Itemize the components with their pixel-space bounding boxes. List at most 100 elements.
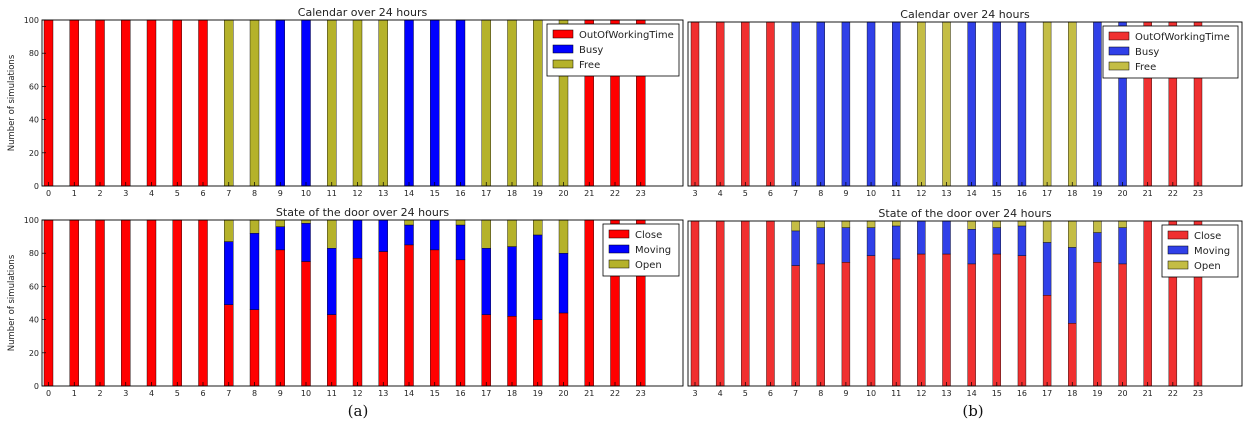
bar-busy-7 (791, 21, 800, 187)
bar-open-16 (455, 219, 466, 226)
bar-outofworkingtime-4 (146, 19, 157, 187)
chart-door-state-b: State of the door over 24 hours 3 4 5 6 7 8 9 10… (687, 207, 1243, 398)
x-tick-label: 9 (843, 189, 848, 198)
bar-close-18 (1068, 323, 1077, 387)
plot-frame (41, 219, 684, 387)
bar-free-17 (1042, 21, 1052, 187)
bar-moving-10 (301, 223, 311, 262)
bar-open-11 (892, 220, 901, 227)
bar-close-19 (1093, 262, 1102, 387)
x-tick-label: 2 (97, 189, 102, 198)
bar-outofworkingtime-3 (690, 21, 700, 187)
x-tick-label: 12 (916, 389, 926, 398)
x-tick-label: 22 (1168, 389, 1178, 398)
x-tick-label: 10 (866, 389, 876, 398)
bar-open-18 (507, 219, 517, 247)
x-tick-label: 23 (1193, 389, 1203, 398)
x-tick-label: 10 (301, 189, 311, 198)
y-tick-label: 40 (29, 316, 39, 325)
bar-moving-8 (816, 227, 825, 265)
x-tick-label: 3 (692, 189, 697, 198)
bar-close-7 (224, 304, 234, 387)
x-tick-label: 11 (327, 189, 337, 198)
x-tick-label: 20 (1117, 189, 1127, 198)
legend-swatch-outofworkingtime (1108, 31, 1130, 41)
x-tick-label: 15 (992, 389, 1002, 398)
x-tick-label: 14 (404, 189, 414, 198)
chart-title: State of the door over 24 hours (276, 206, 449, 219)
bar-moving-15 (430, 219, 440, 251)
x-tick-label: 9 (278, 389, 283, 398)
bar-moving-17 (481, 248, 491, 315)
x-tick-label: 20 (1117, 389, 1127, 398)
bar-close-11 (327, 314, 337, 387)
y-tick-label: 20 (29, 349, 39, 358)
bar-open-11 (327, 219, 337, 249)
x-tick-label: 5 (743, 189, 748, 198)
legend-swatch-open (608, 259, 630, 269)
bar-close-3 (121, 219, 131, 387)
bar-moving-19 (533, 234, 543, 320)
x-tick-label: 12 (352, 189, 362, 198)
y-tick-label: 0 (34, 382, 39, 391)
bar-outofworkingtime-5 (741, 21, 750, 187)
x-tick-label: 9 (278, 189, 283, 198)
legend-label-close: Close (635, 230, 662, 241)
y-tick-label: 100 (24, 16, 39, 25)
x-tick-label: 18 (507, 189, 517, 198)
bar-moving-11 (327, 248, 337, 315)
bar-outofworkingtime-0 (43, 19, 54, 187)
bar-close-12 (352, 257, 363, 387)
bar-moving-17 (1042, 242, 1052, 296)
bar-outofworkingtime-3 (121, 19, 131, 187)
x-tick-label: 8 (252, 189, 257, 198)
bar-close-7 (791, 265, 800, 387)
bar-close-17 (481, 314, 491, 387)
legend-label-moving: Moving (1194, 246, 1230, 257)
bar-close-16 (1017, 255, 1027, 387)
bar-free-11 (327, 19, 337, 187)
x-tick-label: 7 (226, 389, 231, 398)
y-tick-label: 100 (24, 216, 39, 225)
x-tick-label: 16 (1017, 389, 1027, 398)
bar-close-17 (1042, 295, 1052, 387)
legend-label-outofworkingtime: OutOfWorkingTime (1135, 32, 1230, 43)
bar-free-12 (917, 21, 926, 187)
x-tick-label: 18 (507, 389, 517, 398)
x-tick-label: 4 (718, 189, 723, 198)
legend-label-free: Free (579, 60, 600, 71)
bar-close-13 (942, 253, 951, 387)
x-tick-label: 1 (72, 189, 77, 198)
y-axis-label: Number of simulations (7, 254, 17, 351)
bar-busy-15 (992, 21, 1001, 187)
x-tick-label: 23 (1193, 189, 1203, 198)
bar-busy-10 (866, 21, 876, 187)
y-tick-label: 40 (29, 116, 39, 125)
bar-busy-8 (816, 21, 825, 187)
x-tick-label: 6 (200, 189, 205, 198)
x-tick-label: 4 (149, 189, 154, 198)
legend-label-busy: Busy (1135, 47, 1159, 58)
bar-open-7 (791, 220, 800, 232)
x-tick-label: 21 (584, 189, 594, 198)
legend: Close Moving Open (1161, 224, 1239, 278)
bar-open-19 (533, 219, 543, 236)
x-tick-label: 7 (226, 189, 231, 198)
bar-open-8 (816, 220, 825, 228)
legend-label-outofworkingtime: OutOfWorkingTime (579, 30, 674, 41)
bar-close-12 (917, 253, 926, 387)
x-tick-label: 8 (252, 389, 257, 398)
chart-calendar-b: Calendar over 24 hours 3 4 5 6 7 8 9 10 11 12 13 14 1… (687, 8, 1243, 198)
legend-label-moving: Moving (635, 245, 671, 256)
legend-swatch-busy (552, 44, 574, 54)
bar-moving-12 (917, 220, 926, 255)
x-tick-label: 21 (1143, 189, 1153, 198)
bar-free-7 (224, 19, 234, 187)
x-tick-label: 19 (1092, 389, 1102, 398)
chart-title: Calendar over 24 hours (900, 8, 1030, 21)
y-axis-label: Number of simulations (7, 54, 17, 151)
x-tick-label: 20 (558, 389, 568, 398)
bar-open-15 (992, 220, 1001, 228)
bar-open-14 (967, 220, 976, 230)
